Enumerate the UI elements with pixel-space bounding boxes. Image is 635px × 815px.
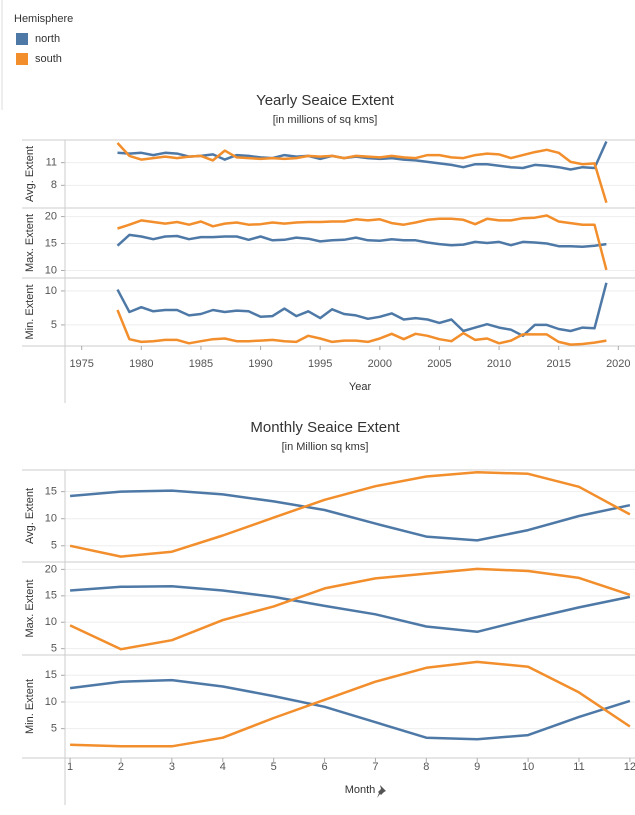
- x-tick-label: 3: [169, 761, 175, 773]
- x-tick-label: 7: [372, 761, 378, 773]
- y-tick-label: 5: [51, 723, 57, 735]
- x-axis-label: Month: [345, 784, 376, 796]
- series-line: [69, 489, 631, 542]
- series-line: [69, 470, 631, 558]
- x-tick-label: 1980: [129, 358, 153, 370]
- x-tick-label: 12: [624, 761, 635, 773]
- y-axis-label: Min. Extent: [24, 679, 36, 734]
- y-tick-label: 20: [45, 563, 57, 575]
- x-axis-label: Year: [349, 381, 372, 393]
- y-tick-label: 5: [51, 319, 57, 331]
- x-tick-label: 11: [573, 761, 584, 773]
- y-tick-label: 15: [45, 669, 57, 681]
- chart-title: Monthly Seaice Extent: [250, 419, 400, 436]
- series-line: [69, 567, 631, 651]
- pin-icon: [377, 785, 386, 798]
- y-tick-label: 5: [51, 643, 57, 655]
- x-tick-label: 1990: [248, 358, 272, 370]
- x-tick-label: 9: [474, 761, 480, 773]
- chart-subtitle: [in Million sq kms]: [282, 441, 369, 453]
- y-tick-label: 11: [46, 157, 57, 169]
- x-tick-label: 10: [522, 761, 534, 773]
- series-line: [116, 142, 608, 204]
- legend-label: north: [35, 33, 60, 45]
- y-tick-label: 10: [45, 285, 57, 297]
- x-tick-label: 2: [118, 761, 124, 773]
- series-line: [116, 309, 607, 346]
- series-line: [117, 214, 608, 271]
- x-tick-label: 6: [321, 761, 327, 773]
- x-tick-label: 2015: [546, 358, 570, 370]
- x-tick-label: 2005: [427, 358, 451, 370]
- y-tick-label: 20: [45, 211, 57, 223]
- y-axis-label: Avg. Extent: [24, 146, 36, 202]
- y-tick-label: 10: [45, 696, 57, 708]
- x-tick-label: 5: [271, 761, 277, 773]
- chart-subtitle: [in millions of sq kms]: [273, 114, 378, 126]
- y-tick-label: 10: [45, 513, 57, 525]
- series-line: [70, 660, 631, 748]
- x-tick-label: 2010: [487, 358, 511, 370]
- y-tick-label: 15: [45, 486, 57, 498]
- x-tick-label: 1995: [308, 358, 332, 370]
- legend-label: south: [35, 53, 62, 65]
- series-line: [70, 585, 631, 634]
- y-tick-label: 15: [45, 590, 57, 602]
- x-tick-label: 2020: [606, 358, 630, 370]
- y-axis-label: Max. Extent: [24, 579, 36, 637]
- y-tick-label: 15: [45, 237, 57, 249]
- x-tick-label: 8: [423, 761, 429, 773]
- chart-title: Yearly Seaice Extent: [256, 92, 395, 109]
- y-tick-label: 8: [51, 179, 57, 191]
- x-tick-label: 2000: [368, 358, 392, 370]
- legend-swatch: [16, 53, 28, 65]
- y-tick-label: 10: [45, 264, 57, 276]
- y-axis-label: Max. Extent: [24, 214, 36, 272]
- x-tick-label: 1975: [69, 358, 93, 370]
- y-tick-label: 10: [45, 616, 57, 628]
- x-tick-label: 1985: [189, 358, 213, 370]
- y-tick-label: 5: [51, 540, 57, 552]
- x-tick-label: 4: [220, 761, 226, 773]
- series-line: [69, 678, 631, 741]
- y-axis-label: Avg. Extent: [24, 488, 36, 544]
- series-line: [116, 233, 607, 249]
- legend-title: Hemisphere: [14, 13, 73, 25]
- legend-swatch: [16, 33, 28, 45]
- x-tick-label: 1: [67, 761, 73, 773]
- y-axis-label: Min. Extent: [24, 284, 36, 339]
